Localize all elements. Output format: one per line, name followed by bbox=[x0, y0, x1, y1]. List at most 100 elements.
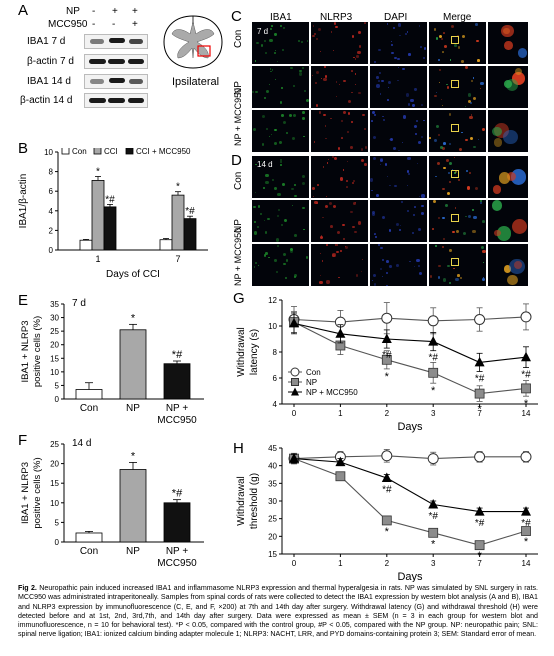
micrograph-tile bbox=[311, 244, 368, 286]
micrograph-tile bbox=[311, 110, 368, 152]
legend-label: Con bbox=[306, 368, 321, 377]
significance-marker: * bbox=[477, 403, 482, 415]
np-sign-3: + bbox=[132, 6, 138, 17]
x-tick-label: 3 bbox=[431, 559, 436, 568]
y-tick-label: 30 bbox=[268, 497, 277, 506]
significance-marker: * bbox=[431, 538, 436, 550]
row-label-con-7d: Con bbox=[233, 29, 244, 48]
data-point bbox=[427, 453, 439, 465]
data-point bbox=[289, 317, 299, 328]
mcc-sign-1: - bbox=[92, 19, 96, 30]
legend-label: NP + MCC950 bbox=[306, 388, 358, 397]
row-label-con-14d: Con bbox=[233, 171, 244, 190]
y-tick-label: 25 bbox=[50, 440, 59, 449]
np-sign-2: + bbox=[112, 6, 118, 17]
y-tick-label: 10 bbox=[268, 322, 277, 331]
bar bbox=[119, 329, 147, 400]
micrograph-tile bbox=[370, 200, 427, 242]
data-point bbox=[474, 451, 486, 463]
x-tick-label: Con bbox=[80, 403, 98, 414]
x-tick-label: NP + bbox=[166, 546, 188, 557]
micrograph-tile bbox=[252, 110, 309, 152]
micrograph-tile bbox=[488, 156, 528, 198]
np-sign-1: - bbox=[92, 6, 96, 17]
micrograph-tile bbox=[488, 200, 528, 242]
micrograph-tile bbox=[252, 66, 309, 108]
data-point bbox=[474, 540, 485, 551]
micrograph-tile bbox=[429, 110, 486, 152]
y-tick-label: 25 bbox=[50, 327, 59, 336]
y-tick-label: 45 bbox=[268, 444, 277, 453]
y-tick-label: 4 bbox=[273, 400, 278, 409]
data-point bbox=[381, 515, 392, 526]
significance-marker: * bbox=[385, 526, 390, 538]
y-tick-label: 0 bbox=[55, 538, 60, 547]
chart-b-iba1-ratio: 0 2 4 6 8 10 * *# 1 * *# 7 Days of CCI IBA1/β-actin Co… bbox=[18, 148, 208, 280]
spinal-cord-schematic bbox=[163, 15, 223, 69]
y-axis-title: Withdrawal bbox=[236, 327, 247, 376]
micrograph-tile bbox=[429, 244, 486, 286]
bar bbox=[183, 218, 197, 251]
y-tick-label: 20 bbox=[50, 341, 59, 350]
if-column-header: DAPI bbox=[384, 12, 408, 23]
x-tick-label: 2 bbox=[385, 409, 390, 418]
data-point bbox=[381, 472, 392, 483]
micrograph-tile bbox=[370, 22, 427, 64]
bar bbox=[75, 532, 103, 543]
series-line bbox=[293, 458, 526, 513]
if-column-header: NLRP3 bbox=[320, 12, 353, 23]
panel-label-a: A bbox=[18, 2, 29, 19]
micrograph-tile bbox=[311, 156, 368, 198]
bar bbox=[159, 239, 173, 251]
chart-title: 7 d bbox=[72, 298, 86, 309]
x-tick-label: 1 bbox=[95, 254, 100, 264]
data-point bbox=[474, 356, 485, 367]
legend-swatch bbox=[61, 148, 70, 155]
y-tick-label: 15 bbox=[50, 354, 59, 363]
data-point bbox=[428, 527, 439, 538]
mcc-sign-3: + bbox=[132, 19, 138, 30]
ipsilateral-label: Ipsilateral bbox=[172, 76, 220, 88]
y-tick-label: 10 bbox=[50, 368, 59, 377]
if-column-header: Merge bbox=[443, 12, 472, 23]
significance-marker: *# bbox=[521, 370, 531, 381]
y-axis-title: IBA1 + NLRP3 bbox=[20, 462, 31, 524]
bar bbox=[163, 502, 191, 543]
y-tick-label: 40 bbox=[268, 462, 277, 471]
x-tick-label: MCC950 bbox=[157, 415, 197, 426]
x-tick-label: NP + bbox=[166, 403, 188, 414]
time-label-14d: 14 d bbox=[257, 160, 273, 169]
data-point bbox=[474, 506, 485, 516]
significance-marker: * bbox=[131, 450, 136, 462]
chart-e-positive-cells-7d: 0 5 10 15 20 25 30 35 Con * NP *# NP +MCC950 7 d IBA1 … bbox=[20, 298, 204, 426]
micrograph-tile bbox=[429, 156, 486, 198]
y-tick-label: 4 bbox=[49, 207, 54, 216]
significance-marker: *# bbox=[382, 485, 392, 496]
x-axis-title: Days of CCI bbox=[106, 269, 160, 280]
blot-strip-actin-7d bbox=[84, 54, 148, 69]
data-point bbox=[427, 315, 439, 327]
significance-marker: *# bbox=[172, 488, 183, 500]
x-tick-label: 0 bbox=[292, 559, 297, 568]
data-point bbox=[381, 333, 392, 343]
data-point bbox=[381, 450, 393, 462]
blot-row-label: IBA1 14 d bbox=[27, 76, 71, 87]
significance-marker: * bbox=[524, 398, 529, 410]
time-label-7d: 7 d bbox=[257, 27, 269, 36]
significance-marker: *# bbox=[105, 194, 115, 205]
y-tick-label: 15 bbox=[50, 479, 59, 488]
significance-marker: *# bbox=[172, 349, 183, 361]
micrograph-tile bbox=[429, 66, 486, 108]
micrograph-tile bbox=[370, 110, 427, 152]
legend-label: Con bbox=[72, 148, 87, 156]
y-axis-title: positive cells (%) bbox=[32, 316, 43, 387]
y-tick-label: 35 bbox=[268, 479, 277, 488]
y-axis-title: latency (s) bbox=[249, 329, 260, 375]
data-point bbox=[521, 506, 531, 516]
y-axis-title: Withdrawal bbox=[236, 476, 247, 525]
significance-marker: * bbox=[431, 385, 436, 397]
significance-marker: *# bbox=[521, 518, 531, 529]
panel-label-b: B bbox=[18, 140, 29, 157]
blot-row-label: β-actin 14 d bbox=[20, 95, 73, 106]
legend-label: NP bbox=[306, 378, 317, 387]
